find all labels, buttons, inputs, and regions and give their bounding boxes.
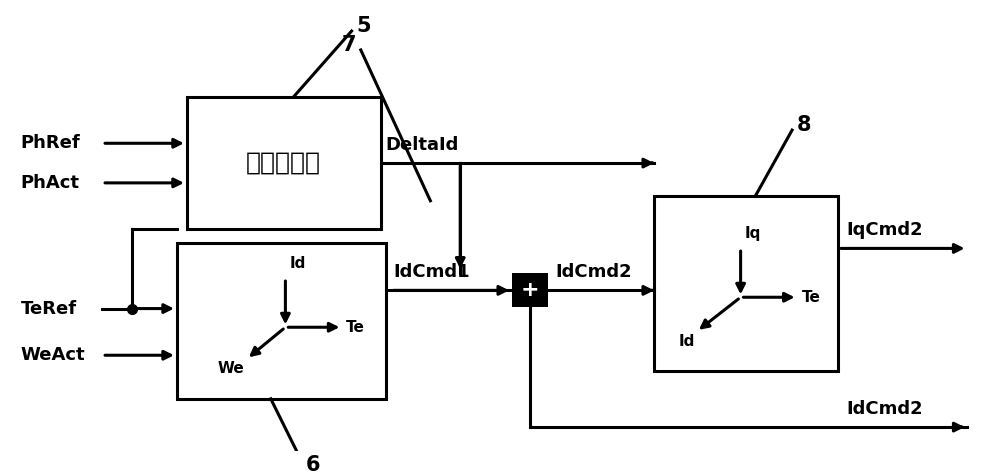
Text: 发热控制器: 发热控制器 <box>246 151 321 175</box>
Text: Iq: Iq <box>745 226 761 241</box>
Text: 7: 7 <box>341 35 356 55</box>
Text: IdCmd1: IdCmd1 <box>394 263 470 281</box>
Text: IdCmd2: IdCmd2 <box>556 263 632 281</box>
Polygon shape <box>177 243 386 399</box>
Text: IqCmd2: IqCmd2 <box>846 221 923 239</box>
Text: PhAct: PhAct <box>21 174 80 192</box>
Polygon shape <box>512 274 548 307</box>
Text: We: We <box>218 361 245 376</box>
Text: Te: Te <box>346 320 365 335</box>
Text: Te: Te <box>801 290 820 305</box>
Text: 8: 8 <box>797 115 812 135</box>
Text: WeAct: WeAct <box>21 346 85 364</box>
Polygon shape <box>654 196 838 370</box>
Text: +: + <box>521 280 539 300</box>
Text: IdCmd2: IdCmd2 <box>846 399 923 418</box>
Polygon shape <box>187 97 381 229</box>
Text: 5: 5 <box>357 16 371 37</box>
Text: Id: Id <box>678 334 695 350</box>
Text: 6: 6 <box>306 455 321 475</box>
Text: DeltaId: DeltaId <box>386 136 459 153</box>
Text: TeRef: TeRef <box>21 300 77 318</box>
Text: PhRef: PhRef <box>21 134 80 152</box>
Text: Id: Id <box>289 256 306 271</box>
